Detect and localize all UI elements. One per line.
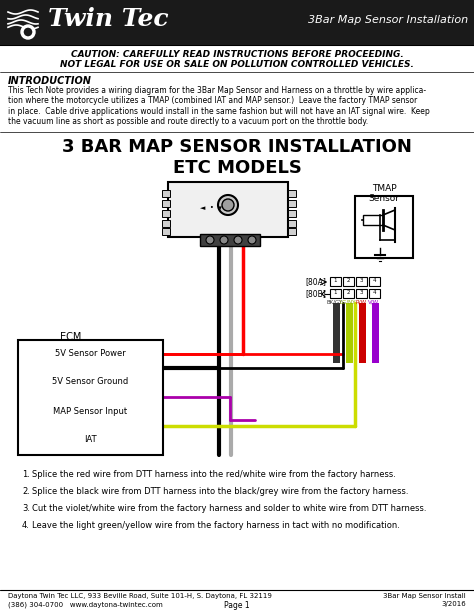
Text: 4.: 4.	[22, 521, 30, 530]
Bar	[288, 228, 296, 235]
Bar	[162, 190, 170, 197]
Circle shape	[234, 236, 242, 244]
Text: 3/2016: 3/2016	[441, 601, 466, 607]
Bar	[168, 182, 288, 237]
Bar	[369, 289, 380, 298]
Text: Splice the black wire from DTT harness into the black/grey wire from the factory: Splice the black wire from DTT harness i…	[32, 487, 409, 496]
Text: IAT: IAT	[84, 435, 96, 444]
Text: 3Bar Map Sensor Install: 3Bar Map Sensor Install	[383, 593, 466, 599]
Bar	[355, 196, 413, 258]
Text: LG/NY: LG/NY	[340, 300, 356, 305]
Text: 5V Sensor Power: 5V Sensor Power	[55, 349, 126, 359]
Bar	[162, 220, 170, 227]
Text: ECM: ECM	[60, 332, 82, 342]
Text: NOT LEGAL FOR USE OR SALE ON POLLUTION CONTROLLED VEHICLES.: NOT LEGAL FOR USE OR SALE ON POLLUTION C…	[60, 60, 414, 69]
Text: 4: 4	[373, 278, 376, 283]
Bar	[288, 210, 296, 217]
Text: Daytona Twin Tec LLC, 933 Beville Road, Suite 101-H, S. Daytona, FL 32119: Daytona Twin Tec LLC, 933 Beville Road, …	[8, 593, 272, 599]
Bar	[343, 289, 354, 298]
Bar	[0, 0, 474, 45]
Text: 5V Sensor Ground: 5V Sensor Ground	[52, 378, 128, 387]
Text: (386) 304-0700   www.daytona-twintec.com: (386) 304-0700 www.daytona-twintec.com	[8, 601, 163, 607]
Text: Cut the violet/white wire from the factory harness and solder to white wire from: Cut the violet/white wire from the facto…	[32, 504, 427, 513]
Bar	[359, 303, 366, 363]
Bar	[330, 289, 341, 298]
Text: 1.: 1.	[22, 470, 30, 479]
Circle shape	[218, 195, 238, 215]
Text: TMAP
Sensor: TMAP Sensor	[368, 184, 400, 204]
Text: 3: 3	[360, 278, 363, 283]
Bar	[288, 190, 296, 197]
Bar	[162, 210, 170, 217]
Bar	[333, 303, 340, 363]
Bar	[330, 277, 341, 286]
Circle shape	[248, 236, 256, 244]
Text: 3 BAR MAP SENSOR INSTALLATION
ETC MODELS: 3 BAR MAP SENSOR INSTALLATION ETC MODELS	[62, 138, 412, 177]
Circle shape	[21, 25, 35, 39]
Text: Twin Tec: Twin Tec	[48, 7, 169, 31]
Text: CAUTION: CAREFULLY READ INSTRUCTIONS BEFORE PROCEEDING.: CAUTION: CAREFULLY READ INSTRUCTIONS BEF…	[71, 50, 403, 59]
Text: 3.: 3.	[22, 504, 30, 513]
Text: [80A]: [80A]	[305, 278, 326, 286]
Text: Leave the light green/yellow wire from the factory harness in tact with no modif: Leave the light green/yellow wire from t…	[32, 521, 400, 530]
Bar	[356, 277, 367, 286]
Text: [80B]: [80B]	[305, 289, 326, 299]
Bar	[288, 200, 296, 207]
Bar	[343, 277, 354, 286]
Text: 2: 2	[347, 278, 350, 283]
Bar	[18, 340, 163, 455]
Text: 3: 3	[360, 290, 363, 295]
Text: INTRODUCTION: INTRODUCTION	[8, 76, 92, 86]
Bar	[346, 303, 353, 363]
Text: 1: 1	[334, 290, 337, 295]
Text: 2: 2	[347, 290, 350, 295]
Text: R/W: R/W	[356, 300, 366, 305]
Bar	[372, 303, 379, 363]
Text: MAP Sensor Input: MAP Sensor Input	[53, 406, 127, 416]
Circle shape	[220, 236, 228, 244]
Bar	[356, 289, 367, 298]
Text: Splice the red wire from DTT harness into the red/white wire from the factory ha: Splice the red wire from DTT harness int…	[32, 470, 396, 479]
Circle shape	[206, 236, 214, 244]
Bar	[363, 215, 383, 225]
Bar	[288, 220, 296, 227]
Circle shape	[222, 199, 234, 211]
Circle shape	[23, 27, 33, 37]
Text: Page 1: Page 1	[224, 601, 250, 610]
Text: 4: 4	[373, 290, 376, 295]
Bar	[200, 234, 260, 246]
Bar	[369, 277, 380, 286]
Text: 3Bar Map Sensor Installation: 3Bar Map Sensor Installation	[308, 15, 468, 25]
Text: BK/GY: BK/GY	[327, 300, 343, 305]
Text: V/W: V/W	[368, 300, 380, 305]
Text: 2.: 2.	[22, 487, 30, 496]
Text: 1: 1	[334, 278, 337, 283]
Text: This Tech Note provides a wiring diagram for the 3Bar Map Sensor and Harness on : This Tech Note provides a wiring diagram…	[8, 86, 430, 126]
Bar	[162, 200, 170, 207]
Text: ◄  •  ▾: ◄ • ▾	[200, 205, 222, 211]
Bar	[162, 228, 170, 235]
